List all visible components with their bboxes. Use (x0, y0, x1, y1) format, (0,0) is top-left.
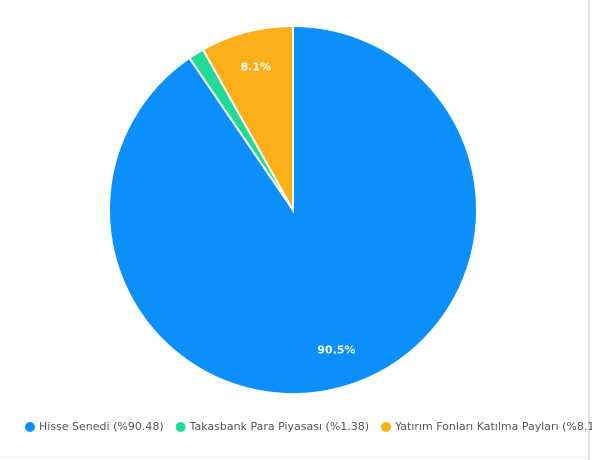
legend-text[interactable]: Yatırım Fonları Katılma Payları (%8.14) (394, 420, 592, 433)
legend-marker[interactable] (381, 422, 392, 432)
legend-marker[interactable] (175, 422, 186, 432)
pie-slice (108, 24, 478, 395)
legend-text[interactable]: Takasbank Para Piyasası (%1.38) (189, 420, 369, 433)
value-label: 8.1% (241, 61, 272, 74)
value-label: 90.5% (317, 344, 355, 357)
legend-text[interactable]: Hisse Senedi (%90.48) (39, 420, 164, 433)
legend-marker[interactable] (25, 422, 35, 432)
pie-slice (201, 24, 294, 214)
